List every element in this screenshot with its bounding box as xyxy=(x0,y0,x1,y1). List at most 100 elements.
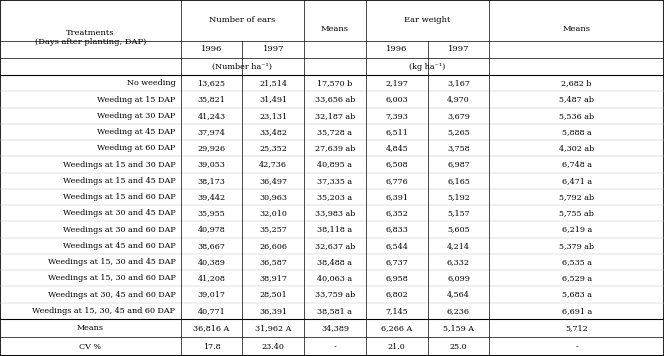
Text: 5,379 ab: 5,379 ab xyxy=(559,242,594,250)
Text: 29,926: 29,926 xyxy=(197,144,226,152)
Text: No weeding: No weeding xyxy=(127,79,175,87)
Text: 1996: 1996 xyxy=(386,46,408,53)
Text: 6,471 a: 6,471 a xyxy=(562,177,592,185)
Text: 6,987: 6,987 xyxy=(447,161,470,168)
Text: Means: Means xyxy=(77,324,104,332)
Text: 32,637 ab: 32,637 ab xyxy=(315,242,355,250)
Text: 1996: 1996 xyxy=(201,46,222,53)
Text: Weedings at 45 and 60 DAP: Weedings at 45 and 60 DAP xyxy=(62,242,175,250)
Text: 6,776: 6,776 xyxy=(385,177,408,185)
Text: Weedings at 30 and 45 DAP: Weedings at 30 and 45 DAP xyxy=(62,209,175,217)
Text: Number of ears: Number of ears xyxy=(209,16,276,25)
Text: 1997: 1997 xyxy=(262,46,284,53)
Text: 3,758: 3,758 xyxy=(447,144,470,152)
Text: 27,639 ab: 27,639 ab xyxy=(315,144,355,152)
Text: 30,963: 30,963 xyxy=(259,193,288,201)
Text: 26,606: 26,606 xyxy=(259,242,288,250)
Text: 36,816 A: 36,816 A xyxy=(193,324,230,332)
Text: 6,544: 6,544 xyxy=(385,242,408,250)
Text: 23.40: 23.40 xyxy=(262,343,285,351)
Text: 6,266 A: 6,266 A xyxy=(381,324,412,332)
Text: 6,165: 6,165 xyxy=(447,177,470,185)
Text: 6,219 a: 6,219 a xyxy=(562,226,592,234)
Text: Weedings at 15 and 60 DAP: Weedings at 15 and 60 DAP xyxy=(62,193,175,201)
Text: 5,792 ab: 5,792 ab xyxy=(559,193,594,201)
Text: 6,003: 6,003 xyxy=(385,95,408,104)
Text: 39,017: 39,017 xyxy=(198,290,225,299)
Text: 6,958: 6,958 xyxy=(385,274,408,282)
Text: 2,682 b: 2,682 b xyxy=(562,79,592,87)
Text: 5,536 ab: 5,536 ab xyxy=(559,112,594,120)
Text: Weeding at 30 DAP: Weeding at 30 DAP xyxy=(97,112,175,120)
Text: 6,535 a: 6,535 a xyxy=(562,258,592,266)
Text: 28,501: 28,501 xyxy=(260,290,287,299)
Text: 5,888 a: 5,888 a xyxy=(562,128,592,136)
Text: 4,970: 4,970 xyxy=(447,95,470,104)
Text: Ear weight: Ear weight xyxy=(404,16,451,25)
Text: 38,118 a: 38,118 a xyxy=(317,226,353,234)
Text: 5,755 ab: 5,755 ab xyxy=(559,209,594,217)
Text: 36,391: 36,391 xyxy=(259,307,288,315)
Text: 33,759 ab: 33,759 ab xyxy=(315,290,355,299)
Text: 33,482: 33,482 xyxy=(259,128,288,136)
Text: 6,529 a: 6,529 a xyxy=(562,274,592,282)
Text: 35,821: 35,821 xyxy=(198,95,225,104)
Text: 37,335 a: 37,335 a xyxy=(317,177,353,185)
Text: 42,736: 42,736 xyxy=(259,161,288,168)
Text: 21.0: 21.0 xyxy=(388,343,406,351)
Text: 17,570 b: 17,570 b xyxy=(317,79,353,87)
Text: 37,974: 37,974 xyxy=(198,128,225,136)
Text: 5,712: 5,712 xyxy=(565,324,588,332)
Text: (kg ha⁻¹): (kg ha⁻¹) xyxy=(410,63,446,70)
Text: 6,802: 6,802 xyxy=(385,290,408,299)
Text: Weeding at 60 DAP: Weeding at 60 DAP xyxy=(97,144,175,152)
Text: 40,978: 40,978 xyxy=(198,226,225,234)
Text: 7,145: 7,145 xyxy=(385,307,408,315)
Text: 38,667: 38,667 xyxy=(198,242,225,250)
Text: 40,895 a: 40,895 a xyxy=(317,161,353,168)
Text: Weedings at 15 and 30 DAP: Weedings at 15 and 30 DAP xyxy=(62,161,175,168)
Text: 40,389: 40,389 xyxy=(198,258,225,266)
Text: 4,214: 4,214 xyxy=(447,242,470,250)
Text: 38,581 a: 38,581 a xyxy=(317,307,353,315)
Text: 32,187 ab: 32,187 ab xyxy=(315,112,355,120)
Text: 39,442: 39,442 xyxy=(197,193,226,201)
Text: 36,497: 36,497 xyxy=(259,177,288,185)
Text: 40,771: 40,771 xyxy=(198,307,225,315)
Text: 6,236: 6,236 xyxy=(447,307,470,315)
Text: 36,587: 36,587 xyxy=(260,258,287,266)
Text: -: - xyxy=(333,343,337,351)
Text: 17.8: 17.8 xyxy=(203,343,220,351)
Text: Weedings at 15, 30, 45 and 60 DAP: Weedings at 15, 30, 45 and 60 DAP xyxy=(33,307,175,315)
Text: 5,157: 5,157 xyxy=(447,209,470,217)
Text: 6,352: 6,352 xyxy=(385,209,408,217)
Text: 35,728 a: 35,728 a xyxy=(317,128,353,136)
Text: Weedings at 30, 45 and 60 DAP: Weedings at 30, 45 and 60 DAP xyxy=(48,290,175,299)
Text: 6,833: 6,833 xyxy=(385,226,408,234)
Text: 4,302 ab: 4,302 ab xyxy=(559,144,594,152)
Text: 38,917: 38,917 xyxy=(260,274,287,282)
Text: (Number ha⁻¹): (Number ha⁻¹) xyxy=(212,63,272,70)
Text: 4,845: 4,845 xyxy=(385,144,408,152)
Text: 32,010: 32,010 xyxy=(260,209,287,217)
Text: 6,508: 6,508 xyxy=(385,161,408,168)
Text: 6,099: 6,099 xyxy=(447,274,470,282)
Text: 40,063 a: 40,063 a xyxy=(317,274,353,282)
Text: Means: Means xyxy=(562,25,591,33)
Text: Weeding at 15 DAP: Weeding at 15 DAP xyxy=(97,95,175,104)
Text: 33,983 ab: 33,983 ab xyxy=(315,209,355,217)
Text: 6,391: 6,391 xyxy=(385,193,408,201)
Text: 5,605: 5,605 xyxy=(447,226,470,234)
Text: 5,487 ab: 5,487 ab xyxy=(559,95,594,104)
Text: 3,679: 3,679 xyxy=(447,112,470,120)
Text: Weedings at 15, 30 and 60 DAP: Weedings at 15, 30 and 60 DAP xyxy=(48,274,175,282)
Text: Weeding at 45 DAP: Weeding at 45 DAP xyxy=(97,128,175,136)
Text: 25,352: 25,352 xyxy=(260,144,287,152)
Text: 7,393: 7,393 xyxy=(385,112,408,120)
Text: 2,197: 2,197 xyxy=(385,79,408,87)
Text: 25.0: 25.0 xyxy=(450,343,467,351)
Text: 6,332: 6,332 xyxy=(447,258,470,266)
Text: Weedings at 30 and 60 DAP: Weedings at 30 and 60 DAP xyxy=(62,226,175,234)
Text: 35,955: 35,955 xyxy=(198,209,225,217)
Text: Weedings at 15 and 45 DAP: Weedings at 15 and 45 DAP xyxy=(62,177,175,185)
